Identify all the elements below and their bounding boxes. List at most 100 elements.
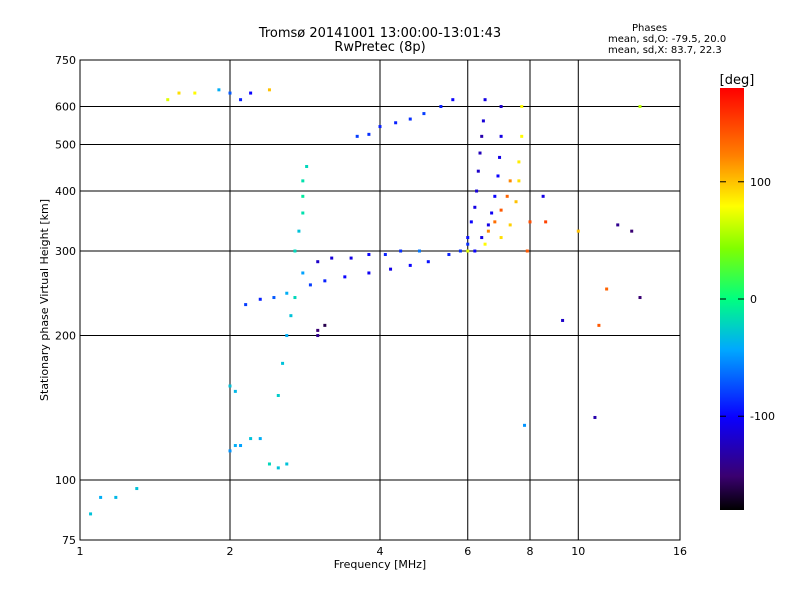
x-tick-label: 10 [571, 545, 585, 558]
y-axis-label: Stationary phase Virtual Height [km] [38, 199, 51, 401]
data-point [508, 223, 512, 227]
data-point [496, 174, 500, 178]
data-point [520, 105, 524, 109]
x-tick-label: 1 [77, 545, 84, 558]
data-point [394, 121, 398, 125]
data-point [267, 88, 271, 92]
data-point [499, 134, 503, 138]
data-point [285, 291, 289, 295]
data-point [330, 256, 334, 260]
data-point [293, 249, 297, 253]
data-point [458, 249, 462, 253]
data-point [490, 211, 494, 215]
chart-subtitle: RwPretec (8p) [334, 40, 426, 55]
data-point [228, 384, 232, 388]
data-point [576, 229, 580, 233]
data-point [505, 194, 509, 198]
data-point [316, 260, 320, 264]
data-point [439, 105, 443, 109]
data-point [323, 279, 327, 283]
x-tick-labels: 1 2 4 6 8 10 16 [77, 545, 688, 558]
data-point [239, 444, 243, 448]
phase-o-stats: mean, sd,O: -79.5, 20.0 [608, 34, 727, 45]
data-point [389, 267, 393, 271]
y-tick-labels: 75 100 200 300 400 500 600 750 [55, 54, 76, 547]
x-tick-label: 4 [377, 545, 384, 558]
data-point [473, 205, 477, 209]
data-point [473, 249, 477, 253]
y-tick-label: 750 [55, 54, 76, 67]
data-point [466, 249, 470, 253]
data-point [135, 487, 139, 491]
x-tick-label: 16 [673, 545, 687, 558]
data-point [193, 91, 197, 95]
x-tick-label: 8 [527, 545, 534, 558]
data-point [233, 444, 237, 448]
data-point [478, 151, 482, 155]
data-point [426, 260, 430, 264]
data-point [486, 223, 490, 227]
data-point [99, 495, 103, 499]
y-tick-label: 400 [55, 185, 76, 198]
data-point [272, 296, 276, 300]
x-tick-label: 6 [464, 545, 471, 558]
x-tick-label: 2 [227, 545, 234, 558]
data-point [493, 194, 497, 198]
data-point [305, 164, 309, 168]
data-point [367, 271, 371, 275]
data-point [517, 179, 521, 183]
data-point [228, 91, 232, 95]
data-point [285, 334, 289, 338]
y-tick-label: 600 [55, 101, 76, 114]
data-point [528, 220, 532, 224]
y-tick-label: 200 [55, 330, 76, 343]
data-point [514, 200, 518, 204]
data-point [486, 229, 490, 233]
data-point [349, 256, 353, 260]
data-point [258, 297, 262, 301]
data-point [544, 220, 548, 224]
data-point [469, 220, 473, 224]
data-point [483, 242, 487, 246]
data-point [541, 194, 545, 198]
data-point [399, 249, 403, 253]
data-point [177, 91, 181, 95]
data-point [249, 437, 253, 441]
data-point [89, 512, 93, 516]
data-point [616, 223, 620, 227]
data-point [301, 179, 305, 183]
data-point [475, 189, 479, 193]
colorbar-ticks: 100 0 -100 [720, 176, 775, 423]
data-point [593, 415, 597, 419]
data-point [301, 211, 305, 215]
data-point [239, 98, 243, 102]
data-point [378, 125, 382, 129]
colorbar-tick-label: 0 [750, 293, 757, 306]
data-point [508, 179, 512, 183]
data-point [638, 296, 642, 300]
x-axis-label: Frequency [MHz] [334, 558, 426, 571]
data-point [481, 119, 485, 123]
data-point [367, 253, 371, 257]
y-tick-label: 300 [55, 245, 76, 258]
phase-x-stats: mean, sd,X: 83.7, 22.3 [608, 45, 722, 56]
data-point [316, 334, 320, 338]
data-point [267, 462, 271, 466]
data-point [281, 361, 285, 365]
data-point [383, 253, 387, 257]
data-point [301, 194, 305, 198]
data-point [323, 323, 327, 327]
data-points [89, 88, 642, 516]
data-point [638, 105, 642, 109]
data-point [466, 236, 470, 240]
phases-heading: Phases [632, 23, 668, 34]
y-tick-label: 500 [55, 139, 76, 152]
data-point [244, 303, 248, 307]
data-point [166, 98, 170, 102]
data-point [301, 271, 305, 275]
data-point [605, 287, 609, 291]
grid-lines [80, 60, 680, 540]
data-point [276, 394, 280, 398]
data-point [297, 229, 301, 233]
plot-frame [79, 59, 681, 541]
